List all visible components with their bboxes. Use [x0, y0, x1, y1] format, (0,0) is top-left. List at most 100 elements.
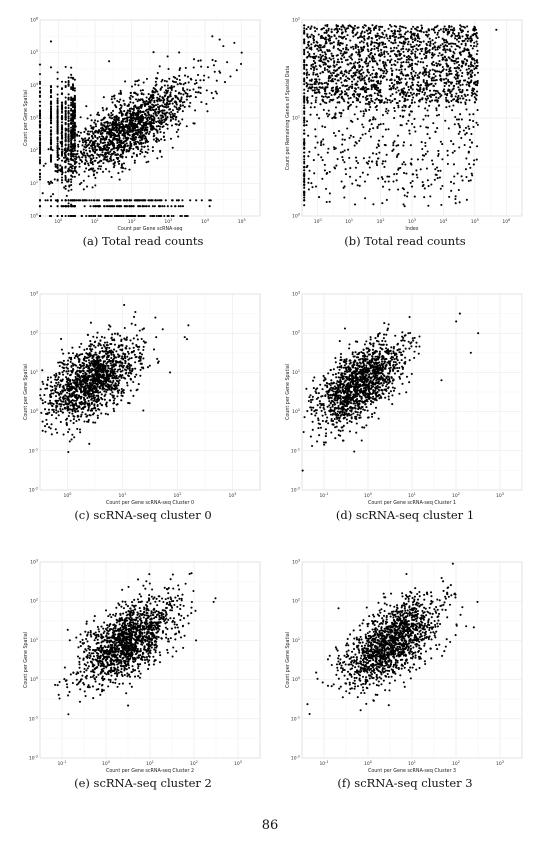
scatter-point	[89, 159, 92, 162]
scatter-point	[359, 34, 362, 37]
scatter-point	[431, 159, 434, 162]
scatter-point	[475, 94, 478, 97]
scatter-point	[56, 97, 59, 100]
scatter-point	[120, 166, 123, 169]
scatter-point	[125, 205, 129, 208]
scatter-point	[343, 73, 346, 76]
scatter-point	[82, 138, 85, 141]
scatter-point	[73, 142, 76, 145]
scatter-point	[71, 170, 75, 173]
scatter-point	[77, 130, 80, 133]
scatter-point	[97, 167, 100, 170]
scatter-point	[457, 118, 460, 121]
scatter-point	[469, 166, 472, 169]
scatter-point	[429, 100, 432, 103]
scatter-point	[313, 26, 316, 29]
scatter-point	[118, 121, 121, 124]
scatter-point	[402, 144, 405, 147]
scatter-point	[397, 36, 400, 40]
scatter-point	[459, 51, 462, 54]
scatter-point	[406, 30, 409, 33]
scatter-point	[396, 101, 399, 105]
y-tick-label: 100	[30, 408, 38, 415]
scatter-point	[345, 44, 348, 47]
scatter-point	[329, 42, 332, 45]
scatter-point	[396, 154, 399, 157]
scatter-point	[407, 54, 410, 58]
scatter-point	[367, 35, 371, 38]
scatter-point	[171, 146, 174, 149]
scatter-point	[79, 116, 82, 119]
scatter-point	[468, 99, 471, 102]
scatter-point	[401, 115, 405, 119]
scatter-point	[146, 145, 149, 148]
scatter-point	[303, 38, 306, 41]
scatter-point	[134, 124, 137, 127]
scatter-point	[60, 111, 64, 114]
scatter-point	[49, 90, 53, 93]
scatter-point	[470, 94, 473, 97]
scatter-point	[151, 146, 154, 149]
scatter-point	[340, 81, 343, 84]
scatter-point	[49, 195, 53, 198]
scatter-point	[92, 127, 95, 131]
scatter-point	[462, 25, 465, 28]
scatter-point	[120, 120, 123, 123]
scatter-point	[313, 172, 316, 175]
scatter-point	[443, 78, 446, 81]
scatter-point	[60, 136, 64, 139]
scatter-point	[460, 94, 463, 98]
scatter-point	[305, 64, 308, 67]
scatter-point	[70, 203, 73, 206]
scatter-point	[95, 149, 98, 152]
scatter-point	[461, 40, 464, 43]
scatter-point	[181, 104, 185, 107]
scatter-point	[400, 41, 403, 45]
scatter-point	[359, 175, 362, 178]
scatter-point	[164, 117, 167, 120]
scatter-point	[390, 67, 393, 70]
scatter-point	[353, 78, 356, 81]
scatter-point	[378, 37, 381, 40]
scatter-point	[113, 214, 116, 218]
scatter-point	[104, 167, 108, 171]
scatter-point	[389, 50, 392, 53]
scatter-point	[450, 90, 453, 93]
scatter-point	[475, 35, 478, 38]
scatter-point	[56, 77, 59, 80]
scatter-point	[339, 66, 342, 69]
scatter-point	[419, 86, 422, 89]
scatter-point	[110, 205, 113, 208]
scatter-point	[91, 186, 94, 189]
scatter-point	[92, 157, 95, 160]
scatter-point	[421, 98, 424, 101]
scatter-point	[138, 136, 141, 139]
scatter-point	[350, 87, 354, 90]
scatter-point	[73, 205, 76, 208]
scatter-point	[96, 136, 99, 139]
scatter-point	[60, 110, 64, 113]
scatter-point	[166, 111, 169, 114]
scatter-point	[422, 40, 425, 43]
y-axis-label: Count per Gene Spatial	[23, 364, 29, 420]
scatter-point	[159, 105, 162, 108]
scatter-point	[38, 147, 42, 151]
scatter-point	[99, 153, 102, 156]
y-tick-label: 105	[30, 49, 38, 56]
scatter-point	[99, 214, 102, 218]
scatter-point	[363, 38, 366, 42]
scatter-point	[326, 151, 329, 154]
x-tick-label: 100	[314, 218, 322, 225]
scatter-point	[124, 140, 127, 143]
scatter-point	[442, 30, 445, 33]
data-points	[38, 35, 243, 218]
scatter-point	[133, 143, 136, 146]
scatter-point	[475, 59, 478, 62]
scatter-point	[457, 60, 460, 63]
scatter-point	[73, 115, 76, 118]
scatter-point	[38, 143, 42, 147]
scatter-point	[426, 95, 429, 98]
scatter-point	[89, 130, 92, 133]
scatter-point	[447, 80, 451, 84]
scatter-point	[418, 90, 422, 93]
